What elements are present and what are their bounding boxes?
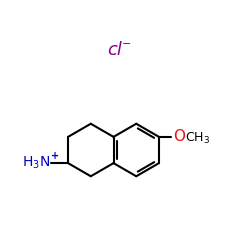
Text: cl: cl (108, 41, 122, 59)
Text: CH$_3$: CH$_3$ (185, 130, 210, 146)
Text: H$_3$N: H$_3$N (22, 155, 50, 171)
Text: −: − (122, 39, 131, 49)
Text: O: O (173, 130, 185, 144)
Text: +: + (51, 150, 59, 160)
